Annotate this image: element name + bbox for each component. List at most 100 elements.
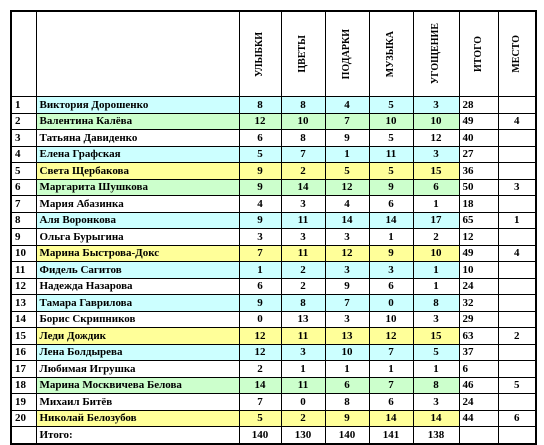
score-cell: 9 xyxy=(324,277,370,295)
score-cell: 3 xyxy=(280,195,326,213)
place-cell: 3 xyxy=(497,178,537,196)
score-cell: 14 xyxy=(368,211,414,229)
cell xyxy=(497,426,537,444)
score-cell: 3 xyxy=(324,310,370,328)
score-cell: 1 xyxy=(368,360,414,378)
header-label: ИТОГО xyxy=(472,36,484,72)
score-cell: 10 xyxy=(412,112,460,130)
score-cell: 6 xyxy=(324,376,370,394)
score-cell: 10 xyxy=(368,112,414,130)
score-cell: 10 xyxy=(368,310,414,328)
place-cell xyxy=(497,162,537,180)
score-cell: 14 xyxy=(324,211,370,229)
total-cell: 63 xyxy=(458,327,499,345)
place-cell: 2 xyxy=(497,327,537,345)
score-cell: 10 xyxy=(412,244,460,262)
score-cell: 5 xyxy=(368,162,414,180)
row: 18 Марина Москвичева Белова 14 11 6 7 8 46 5 xyxy=(10,376,537,394)
row: 13 Тамара Гаврилова 9 8 7 0 8 32 xyxy=(10,294,537,312)
score-cell: 1 xyxy=(412,277,460,295)
score-cell: 3 xyxy=(368,261,414,279)
total-cell: 46 xyxy=(458,376,499,394)
score-cell: 3 xyxy=(280,343,326,361)
name-cell: Мария Абазинка xyxy=(35,195,240,213)
name-cell: Татьяна Давиденко xyxy=(35,129,240,147)
row: 11 Фидель Сагитов 1 2 3 3 1 10 xyxy=(10,261,537,279)
score-cell: 12 xyxy=(238,112,282,130)
score-cell: 10 xyxy=(280,112,326,130)
score-cell: 8 xyxy=(412,294,460,312)
header-label: УГОЩЕНИЕ xyxy=(430,23,441,85)
name-cell: Тамара Гаврилова xyxy=(35,294,240,312)
score-cell: 3 xyxy=(412,145,460,163)
score-cell: 6 xyxy=(412,178,460,196)
score-cell: 7 xyxy=(280,145,326,163)
score-cell: 6 xyxy=(368,277,414,295)
place-cell xyxy=(497,129,537,147)
footer-label: Итого: xyxy=(35,426,240,444)
name-cell: Марина Москвичева Белова xyxy=(35,376,240,394)
score-cell: 6 xyxy=(238,277,282,295)
row-number: 20 xyxy=(10,409,37,427)
score-cell: 4 xyxy=(324,96,370,114)
total-cell: 32 xyxy=(458,294,499,312)
row: 14 Борис Скрипников 0 13 3 10 3 29 xyxy=(10,310,537,328)
total-cell: 40 xyxy=(458,129,499,147)
table-body: 1 Виктория Дорошенко 8 8 4 5 3 28 2 Валентина Кал… xyxy=(10,96,537,444)
row: 2 Валентина Калёва 12 10 7 10 10 49 4 xyxy=(10,112,537,130)
place-cell: 6 xyxy=(497,409,537,427)
row-number: 15 xyxy=(10,327,37,345)
row: 8 Аля Воронкова 9 11 14 14 17 65 1 xyxy=(10,211,537,229)
place-cell xyxy=(497,261,537,279)
row-number: 6 xyxy=(10,178,37,196)
place-cell xyxy=(497,310,537,328)
header-cell: МУЗЫКА xyxy=(368,10,414,97)
row: 7 Мария Абазинка 4 3 4 6 1 18 xyxy=(10,195,537,213)
cell xyxy=(10,426,37,444)
total-cell: 65 xyxy=(458,211,499,229)
row-number: 1 xyxy=(10,96,37,114)
row-number: 7 xyxy=(10,195,37,213)
score-cell: 12 xyxy=(412,129,460,147)
total-cell: 10 xyxy=(458,261,499,279)
score-cell: 3 xyxy=(324,261,370,279)
row: 6 Маргарита Шушкова 9 14 12 9 6 50 3 xyxy=(10,178,537,196)
score-cell: 5 xyxy=(368,96,414,114)
score-cell: 2 xyxy=(280,277,326,295)
page: УЛЫБКИ ЦВЕТЫ ПОДАРКИ МУЗЫКА УГОЩЕНИЕ ИТОГО МЕС… xyxy=(10,10,537,445)
score-cell: 10 xyxy=(324,343,370,361)
row-number: 19 xyxy=(10,393,37,411)
header-cell xyxy=(10,10,37,97)
row-number: 10 xyxy=(10,244,37,262)
score-table: УЛЫБКИ ЦВЕТЫ ПОДАРКИ МУЗЫКА УГОЩЕНИЕ ИТОГО МЕС… xyxy=(10,10,537,445)
score-cell: 7 xyxy=(324,112,370,130)
total-cell: 29 xyxy=(458,310,499,328)
place-cell xyxy=(497,195,537,213)
row: 1 Виктория Дорошенко 8 8 4 5 3 28 xyxy=(10,96,537,114)
score-cell: 8 xyxy=(280,129,326,147)
place-cell xyxy=(497,343,537,361)
header-cell: ИТОГО xyxy=(458,10,499,97)
cell xyxy=(458,426,499,444)
row: 12 Надежда Назарова 6 2 9 6 1 24 xyxy=(10,277,537,295)
total-cell: 44 xyxy=(458,409,499,427)
total-cell: 36 xyxy=(458,162,499,180)
row-number: 14 xyxy=(10,310,37,328)
name-cell: Аля Воронкова xyxy=(35,211,240,229)
name-cell: Марина Быстрова-Докс xyxy=(35,244,240,262)
score-cell: 2 xyxy=(280,261,326,279)
place-cell: 4 xyxy=(497,244,537,262)
score-cell: 9 xyxy=(238,162,282,180)
score-cell: 14 xyxy=(280,178,326,196)
name-cell: Леди Дождик xyxy=(35,327,240,345)
header-label: УЛЫБКИ xyxy=(254,31,265,77)
score-cell: 0 xyxy=(238,310,282,328)
total-cell: 28 xyxy=(458,96,499,114)
score-cell: 3 xyxy=(412,96,460,114)
place-cell: 5 xyxy=(497,376,537,394)
footer-total: 138 xyxy=(412,426,460,444)
header-cell: УГОЩЕНИЕ xyxy=(412,10,460,97)
header-cell xyxy=(35,10,240,97)
row-number: 12 xyxy=(10,277,37,295)
row-number: 16 xyxy=(10,343,37,361)
